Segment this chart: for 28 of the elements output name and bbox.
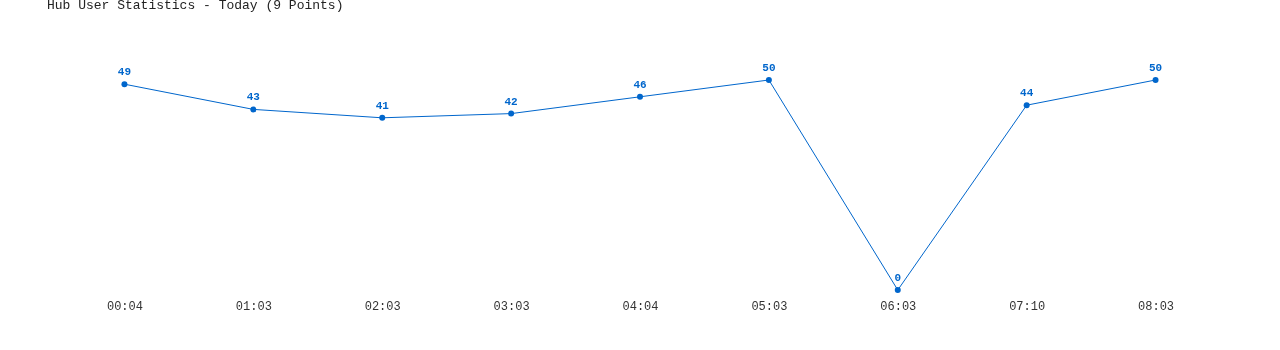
x-tick-label: 04:04 <box>622 299 659 314</box>
x-tick-label: 05:03 <box>751 299 788 314</box>
point <box>1152 77 1159 83</box>
data-label: 42 <box>504 95 518 108</box>
x-tick-label: 03:03 <box>493 299 530 314</box>
x-tick-label: 07:10 <box>1009 299 1046 314</box>
point <box>250 106 257 113</box>
point <box>765 77 772 83</box>
point <box>508 110 515 117</box>
data-label: 44 <box>1020 87 1034 100</box>
data-label: 43 <box>246 91 261 104</box>
data-label: 50 <box>762 62 776 74</box>
x-tick-label: 06:03 <box>880 299 917 314</box>
point <box>894 287 901 293</box>
x-tick-label: 02:03 <box>364 299 401 314</box>
data-label: 50 <box>1148 62 1163 74</box>
data-label: 41 <box>375 99 390 112</box>
point <box>379 114 386 121</box>
data-label: 49 <box>117 66 132 79</box>
chart-title: Hub User Statistics - Today (9 Points) <box>47 0 344 13</box>
x-tick-label: 00:04 <box>106 299 143 314</box>
point <box>121 81 128 88</box>
x-tick-label: 08:03 <box>1138 299 1175 314</box>
point <box>1023 102 1030 109</box>
point <box>637 93 643 100</box>
x-tick-label: 01:03 <box>235 299 272 314</box>
data-label: 46 <box>633 78 647 91</box>
data-label: 0 <box>894 272 902 284</box>
